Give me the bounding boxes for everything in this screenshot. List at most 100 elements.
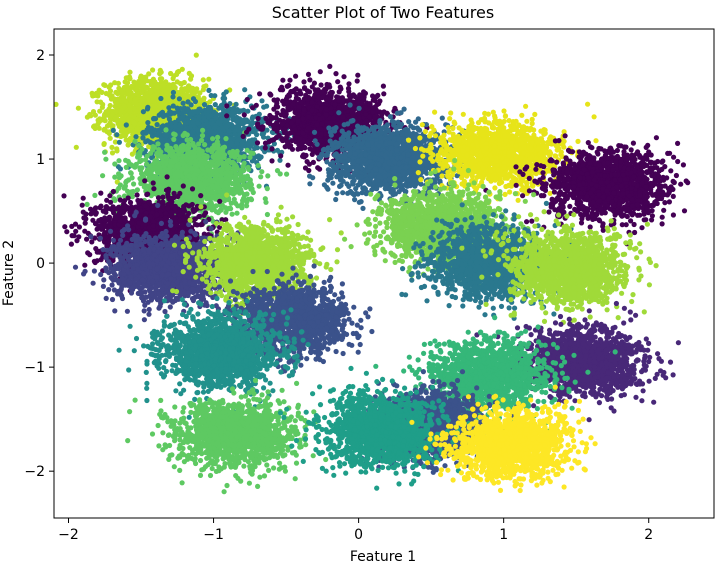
data-point <box>228 186 234 192</box>
data-point <box>245 164 251 170</box>
data-point <box>92 192 98 198</box>
data-point <box>217 151 223 157</box>
data-point <box>139 95 145 101</box>
data-point <box>175 169 181 175</box>
data-point <box>127 69 133 75</box>
data-point <box>197 90 203 96</box>
data-point <box>154 122 160 128</box>
data-point <box>97 108 103 114</box>
data-point <box>190 129 196 135</box>
data-point <box>223 136 229 142</box>
data-point <box>248 196 254 202</box>
data-point <box>64 229 70 235</box>
data-point <box>109 150 116 156</box>
data-point <box>101 141 107 147</box>
data-point <box>161 82 167 88</box>
data-point <box>259 98 265 104</box>
data-point <box>157 67 163 73</box>
data-point <box>85 250 91 256</box>
data-point <box>166 82 172 88</box>
data-point <box>147 98 153 104</box>
data-point <box>139 157 145 163</box>
data-point <box>184 132 190 138</box>
data-point <box>140 135 146 141</box>
data-point <box>68 241 74 247</box>
data-point <box>223 180 229 186</box>
data-point <box>226 128 232 134</box>
data-point <box>254 132 260 138</box>
data-point <box>197 180 203 186</box>
data-point <box>219 131 225 137</box>
data-point <box>92 125 98 131</box>
data-point <box>232 154 238 160</box>
data-point <box>121 103 127 109</box>
data-point <box>182 120 188 126</box>
data-point <box>164 174 170 180</box>
data-point <box>192 176 198 182</box>
data-point <box>157 104 163 110</box>
data-point <box>265 173 271 179</box>
data-point <box>162 153 168 160</box>
data-point <box>179 66 185 72</box>
data-point <box>116 139 122 145</box>
data-point <box>82 262 88 268</box>
data-point <box>132 138 138 144</box>
data-point <box>159 178 165 184</box>
data-point <box>107 135 113 141</box>
data-point <box>118 108 124 114</box>
data-point <box>107 88 114 94</box>
data-point <box>207 171 213 177</box>
data-point <box>145 120 151 126</box>
data-point <box>155 84 161 90</box>
data-point <box>258 174 264 180</box>
data-points <box>53 52 691 495</box>
data-point <box>255 162 261 169</box>
data-point <box>256 183 262 189</box>
data-point <box>123 137 129 143</box>
data-point <box>230 160 237 166</box>
data-point <box>161 132 167 138</box>
data-point <box>148 89 154 95</box>
data-point <box>241 160 247 166</box>
data-point <box>174 199 180 205</box>
data-point <box>142 130 148 136</box>
data-point <box>247 154 253 160</box>
data-point <box>160 113 166 119</box>
data-point <box>198 193 204 199</box>
data-point <box>159 172 165 178</box>
data-point <box>251 127 257 133</box>
data-point <box>184 194 190 200</box>
data-point <box>188 160 194 166</box>
data-point <box>206 87 212 93</box>
data-point <box>194 187 200 193</box>
data-point <box>118 128 124 134</box>
data-point <box>122 183 128 189</box>
data-point <box>209 149 215 155</box>
data-point <box>129 175 135 181</box>
data-point <box>153 165 159 171</box>
data-point <box>151 144 157 150</box>
data-point <box>183 155 189 161</box>
data-point <box>138 117 144 123</box>
data-point <box>210 136 216 142</box>
data-point <box>128 170 134 176</box>
data-point <box>235 124 241 130</box>
data-point <box>172 119 178 125</box>
data-point <box>208 92 214 99</box>
data-point <box>110 127 116 133</box>
data-point <box>199 137 205 143</box>
data-point <box>196 146 202 152</box>
data-point <box>197 162 203 168</box>
data-point <box>234 140 240 146</box>
data-point <box>195 120 201 126</box>
data-point <box>103 156 109 162</box>
data-point <box>188 102 194 108</box>
data-point <box>155 152 162 158</box>
data-point <box>152 174 158 180</box>
data-point <box>241 154 247 160</box>
data-point <box>102 118 108 124</box>
data-point <box>264 103 270 109</box>
data-point <box>215 210 221 216</box>
data-point <box>100 173 106 179</box>
data-point <box>151 93 157 99</box>
